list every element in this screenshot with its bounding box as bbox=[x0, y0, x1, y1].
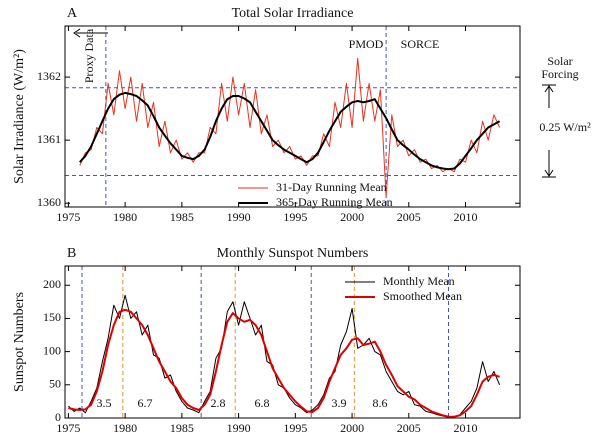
x-tick-label: 1990 bbox=[227, 210, 251, 224]
annotation: 6.7 bbox=[138, 396, 153, 410]
chart-title: Monthly Sunspot Numbers bbox=[217, 246, 369, 261]
x-tick-label: 1985 bbox=[170, 421, 194, 435]
annotation: 0.25 W/m² bbox=[539, 120, 591, 134]
legend-label: Monthly Mean bbox=[383, 274, 455, 288]
x-tick-label: 1995 bbox=[283, 210, 307, 224]
x-tick-label: 1980 bbox=[113, 210, 137, 224]
legend-label: 31-Day Running Mean bbox=[276, 180, 387, 194]
annotation: Proxy Data bbox=[82, 28, 96, 83]
forcing-arrow-head bbox=[544, 85, 554, 93]
legend-label: 365-Day Running Mean bbox=[276, 195, 393, 209]
y-tick-label: 1361 bbox=[37, 132, 61, 146]
proxy-arrow-head bbox=[73, 28, 81, 38]
x-tick-label: 1975 bbox=[56, 421, 80, 435]
x-tick-label: 1985 bbox=[170, 210, 194, 224]
series-line bbox=[79, 57, 501, 198]
y-tick-label: 0 bbox=[55, 410, 61, 424]
panel-label: A bbox=[67, 6, 78, 21]
chart-title: Total Solar Irradiance bbox=[232, 6, 354, 21]
y-axis-label: Solar Irradiance (W/m²) bbox=[12, 49, 27, 184]
x-tick-label: 2000 bbox=[340, 210, 364, 224]
plot-frame bbox=[64, 25, 521, 208]
x-tick-label: 1980 bbox=[113, 421, 137, 435]
forcing-arrow-head bbox=[544, 169, 554, 177]
annotation: PMOD bbox=[349, 37, 384, 51]
y-tick-label: 100 bbox=[43, 343, 61, 357]
x-tick-label: 1975 bbox=[56, 210, 80, 224]
series-line bbox=[79, 91, 501, 171]
x-tick-label: 2000 bbox=[340, 421, 364, 435]
series-line bbox=[68, 308, 500, 418]
panel-label: B bbox=[67, 246, 76, 261]
annotation: 6.8 bbox=[255, 396, 270, 410]
annotation: Solar Forcing bbox=[541, 54, 578, 81]
x-tick-label: 1995 bbox=[283, 421, 307, 435]
x-tick-label: 2005 bbox=[397, 421, 421, 435]
y-tick-label: 150 bbox=[43, 310, 61, 324]
x-tick-label: 2005 bbox=[397, 210, 421, 224]
x-tick-label: 2010 bbox=[454, 210, 478, 224]
x-tick-label: 2010 bbox=[454, 421, 478, 435]
y-tick-label: 1360 bbox=[37, 195, 61, 209]
annotation: 8.6 bbox=[373, 396, 388, 410]
y-axis-label: Sunspot Numbers bbox=[12, 292, 27, 392]
y-tick-label: 1362 bbox=[37, 69, 61, 83]
y-tick-label: 50 bbox=[49, 377, 61, 391]
annotation: 3.9 bbox=[332, 396, 347, 410]
legend-label: Smoothed Mean bbox=[383, 289, 462, 303]
annotation: 3.5 bbox=[97, 396, 112, 410]
plot-frame bbox=[64, 265, 521, 419]
y-tick-label: 200 bbox=[43, 277, 61, 291]
x-tick-label: 1990 bbox=[227, 421, 251, 435]
annotation: 2.8 bbox=[211, 396, 226, 410]
annotation: SORCE bbox=[401, 37, 440, 51]
